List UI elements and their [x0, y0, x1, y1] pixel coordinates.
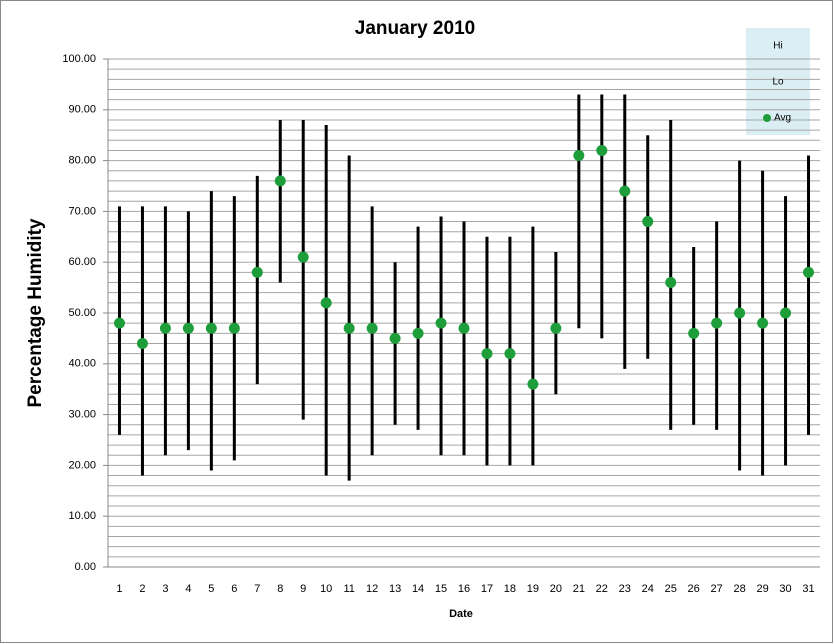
x-tick-label: 6 [231, 583, 237, 595]
avg-marker [527, 378, 539, 390]
avg-marker [136, 337, 148, 349]
avg-marker [251, 266, 263, 278]
y-tick-label: 60.00 [68, 256, 96, 268]
avg-marker [504, 348, 516, 360]
y-tick-label: 50.00 [68, 307, 96, 319]
x-tick-label: 21 [573, 583, 585, 595]
avg-marker [550, 322, 562, 334]
x-tick-label: 30 [779, 583, 791, 595]
x-tick-label: 17 [481, 583, 493, 595]
avg-marker [412, 327, 424, 339]
x-tick-label: 15 [435, 583, 447, 595]
avg-marker [596, 144, 608, 156]
x-tick-label: 29 [756, 583, 768, 595]
x-tick-label: 26 [688, 583, 700, 595]
avg-marker [366, 322, 378, 334]
y-tick-label: 10.00 [68, 510, 96, 522]
legend-box [746, 28, 810, 135]
x-tick-label: 3 [162, 583, 168, 595]
x-tick-label: 8 [277, 583, 283, 595]
x-tick-label: 25 [665, 583, 677, 595]
legend-marker [763, 114, 771, 122]
x-tick-label: 13 [389, 583, 401, 595]
x-tick-label: 27 [711, 583, 723, 595]
avg-marker [458, 322, 470, 334]
legend-label: Hi [773, 41, 782, 52]
avg-marker [688, 327, 700, 339]
x-tick-label: 14 [412, 583, 424, 595]
avg-marker [228, 322, 240, 334]
y-tick-label: 30.00 [68, 409, 96, 421]
y-axis-label: Percentage Humidity [25, 218, 46, 407]
x-tick-label: 28 [733, 583, 745, 595]
x-tick-label: 2 [139, 583, 145, 595]
avg-marker [711, 317, 723, 329]
x-tick-label: 10 [320, 583, 332, 595]
avg-marker [665, 277, 677, 289]
avg-marker [159, 322, 171, 334]
x-tick-label: 19 [527, 583, 539, 595]
x-axis-label: Date [449, 608, 473, 620]
x-tick-label: 31 [802, 583, 814, 595]
avg-marker [182, 322, 194, 334]
avg-marker [320, 297, 332, 309]
x-tick-label: 24 [642, 583, 654, 595]
avg-marker [113, 317, 125, 329]
x-tick-label: 23 [619, 583, 631, 595]
avg-marker [803, 266, 815, 278]
x-tick-label: 4 [185, 583, 191, 595]
avg-marker [343, 322, 355, 334]
avg-marker [274, 175, 286, 187]
y-tick-label: 100.00 [62, 53, 96, 65]
x-tick-label: 20 [550, 583, 562, 595]
x-tick-label: 5 [208, 583, 214, 595]
avg-marker [734, 307, 746, 319]
legend-label: Avg [774, 113, 791, 124]
y-tick-label: 0.00 [75, 561, 96, 573]
avg-marker [435, 317, 447, 329]
avg-marker [481, 348, 493, 360]
y-tick-label: 80.00 [68, 155, 96, 167]
avg-marker [642, 216, 654, 228]
avg-marker [619, 185, 631, 197]
x-tick-label: 22 [596, 583, 608, 595]
y-tick-label: 40.00 [68, 358, 96, 370]
x-tick-label: 18 [504, 583, 516, 595]
avg-marker [780, 307, 792, 319]
avg-marker [205, 322, 217, 334]
x-tick-label: 1 [116, 583, 122, 595]
x-tick-label: 7 [254, 583, 260, 595]
avg-marker [297, 251, 309, 263]
y-tick-label: 20.00 [68, 459, 96, 471]
x-tick-label: 9 [300, 583, 306, 595]
x-tick-label: 16 [458, 583, 470, 595]
chart-title: January 2010 [355, 18, 475, 39]
y-tick-label: 90.00 [68, 104, 96, 116]
avg-marker [573, 150, 585, 162]
legend-label: Lo [772, 77, 784, 88]
avg-marker [757, 317, 769, 329]
x-tick-label: 12 [366, 583, 378, 595]
avg-marker [389, 332, 401, 344]
x-tick-label: 11 [343, 583, 354, 595]
y-tick-label: 70.00 [68, 205, 96, 217]
